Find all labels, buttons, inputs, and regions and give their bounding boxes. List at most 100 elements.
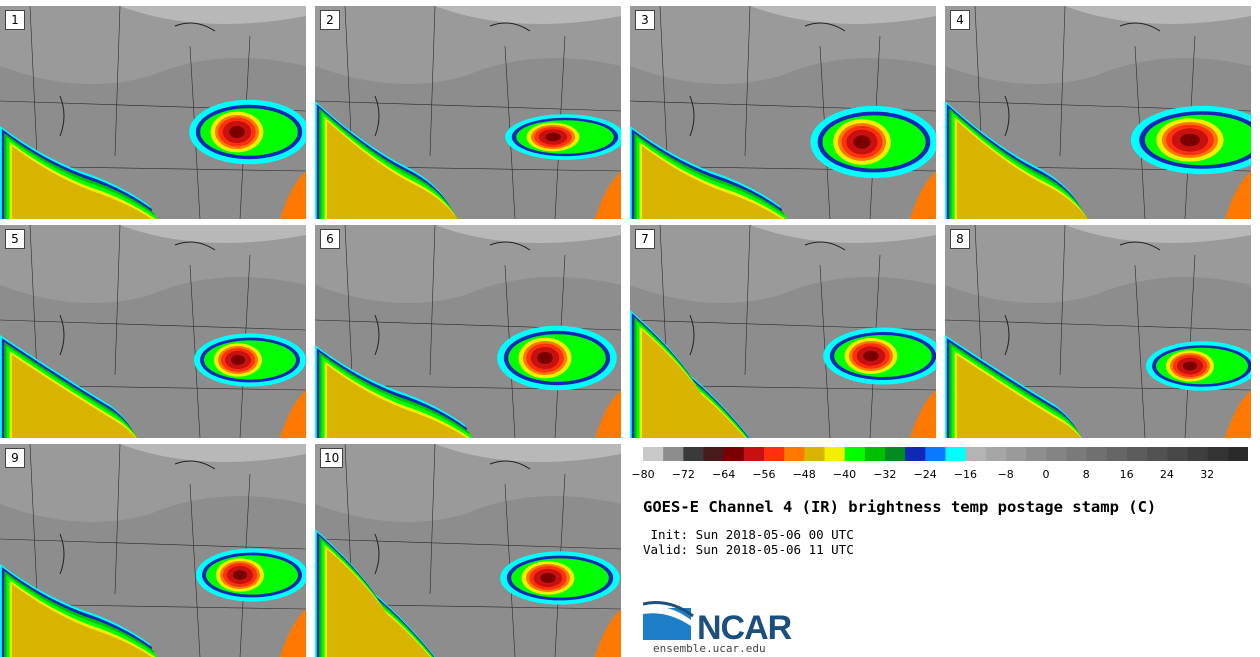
map-panel-3: 3 — [630, 6, 936, 219]
colorbar-segment — [1026, 447, 1047, 461]
colorbar-segment — [1106, 447, 1128, 461]
colorbar-segment — [703, 447, 725, 461]
cloud-band — [327, 121, 458, 219]
panel-number: 2 — [320, 10, 340, 30]
panel-number: 6 — [320, 229, 340, 249]
map-panel-4: 4 — [945, 6, 1251, 219]
colorbar-tick: −80 — [631, 468, 655, 481]
colorbar-tick: −56 — [752, 468, 776, 481]
corner-cloud — [280, 390, 306, 438]
colorbar-segment — [925, 447, 946, 461]
colorbar-segment — [1147, 447, 1168, 461]
storm-cell — [1180, 133, 1200, 147]
colorbar-segment — [885, 447, 906, 461]
colorbar-segment — [905, 447, 926, 461]
storm-cell — [231, 355, 245, 365]
corner-cloud — [1225, 171, 1251, 219]
colorbar-segment — [965, 447, 987, 461]
panel-number: 3 — [635, 10, 655, 30]
colorbar-segment — [985, 447, 1007, 461]
colorbar-segment — [683, 447, 704, 461]
colorbar-segment — [864, 447, 886, 461]
colorbar-tick: −64 — [711, 468, 736, 481]
colorbar-segment — [784, 447, 805, 461]
cloud-band — [327, 365, 467, 438]
ir-map — [0, 225, 306, 438]
colorbar-tick: 24 — [1159, 468, 1174, 481]
colorbar-tick: −72 — [671, 468, 695, 481]
corner-cloud — [595, 171, 621, 219]
map-panel-5: 5 — [0, 225, 306, 438]
init-time: Init: Sun 2018-05-06 00 UTC — [643, 527, 854, 542]
storm-cell — [233, 570, 247, 580]
map-panel-1: 1 — [0, 6, 306, 219]
ir-map — [315, 444, 621, 657]
cloud-band — [957, 355, 1081, 438]
corner-cloud — [910, 171, 936, 219]
colorbar-segment — [723, 447, 745, 461]
colorbar-tick: −48 — [792, 468, 816, 481]
ncar-logo-text: NCAR — [697, 609, 792, 647]
ir-map — [630, 6, 936, 219]
panel-number: 1 — [5, 10, 25, 30]
cloud-band — [12, 355, 136, 438]
ir-map — [315, 6, 621, 219]
colorbar-tick: 16 — [1119, 468, 1134, 481]
corner-cloud — [595, 609, 621, 657]
colorbar-tick: 8 — [1082, 468, 1090, 481]
colorbar-segment — [804, 447, 825, 461]
colorbar-segment — [764, 447, 785, 461]
panel-number: 10 — [320, 448, 344, 468]
storm-cell — [863, 350, 879, 362]
temperature-colorbar — [643, 447, 1248, 461]
panel-number: 4 — [950, 10, 970, 30]
panel-number: 8 — [950, 229, 970, 249]
map-panel-2: 2 — [315, 6, 621, 219]
map-panel-10: 10 — [315, 444, 621, 657]
colorbar-tick: −24 — [913, 468, 937, 481]
corner-cloud — [910, 390, 936, 438]
colorbar-tick: 0 — [1042, 468, 1050, 481]
chart-title: GOES-E Channel 4 (IR) brightness temp po… — [643, 498, 1157, 516]
panel-number: 5 — [5, 229, 25, 249]
colorbar-segment — [1086, 447, 1108, 461]
ir-map — [945, 225, 1251, 438]
colorbar-segment — [1207, 447, 1229, 461]
colorbar-tick: −32 — [873, 468, 897, 481]
cloud-band — [957, 121, 1088, 219]
corner-cloud — [1225, 390, 1251, 438]
ir-map — [0, 444, 306, 657]
colorbar-segment — [1066, 447, 1088, 461]
panel-number: 9 — [5, 448, 25, 468]
cloud-band — [327, 549, 431, 657]
colorbar-segment — [1127, 447, 1148, 461]
storm-cell — [537, 352, 553, 364]
ir-map — [630, 225, 936, 438]
map-panel-7: 7 — [630, 225, 936, 438]
storm-cell — [540, 573, 556, 583]
colorbar-tick: −40 — [832, 468, 857, 481]
colorbar-tick: −8 — [997, 468, 1014, 481]
map-panel-9: 9 — [0, 444, 306, 657]
valid-time: Valid: Sun 2018-05-06 11 UTC — [643, 542, 854, 557]
cloud-band — [642, 330, 746, 438]
colorbar-segment — [1046, 447, 1067, 461]
ncar-logo-icon — [643, 601, 694, 640]
cloud-band — [12, 584, 152, 657]
colorbar-tick: 32 — [1200, 468, 1215, 481]
ir-map — [0, 6, 306, 219]
site-url: ensemble.ucar.edu — [653, 642, 766, 655]
storm-cell — [229, 126, 245, 138]
colorbar-segment — [663, 447, 684, 461]
colorbar-segment — [1187, 447, 1209, 461]
colorbar-segment — [844, 447, 866, 461]
colorbar-tick: −16 — [953, 468, 977, 481]
storm-cell — [853, 135, 871, 149]
map-panel-6: 6 — [315, 225, 621, 438]
colorbar-segment — [1227, 447, 1248, 461]
colorbar-segment — [1006, 447, 1027, 461]
corner-cloud — [280, 171, 306, 219]
cloud-band — [12, 146, 152, 219]
colorbar-segment — [1167, 447, 1188, 461]
ir-map — [315, 225, 621, 438]
